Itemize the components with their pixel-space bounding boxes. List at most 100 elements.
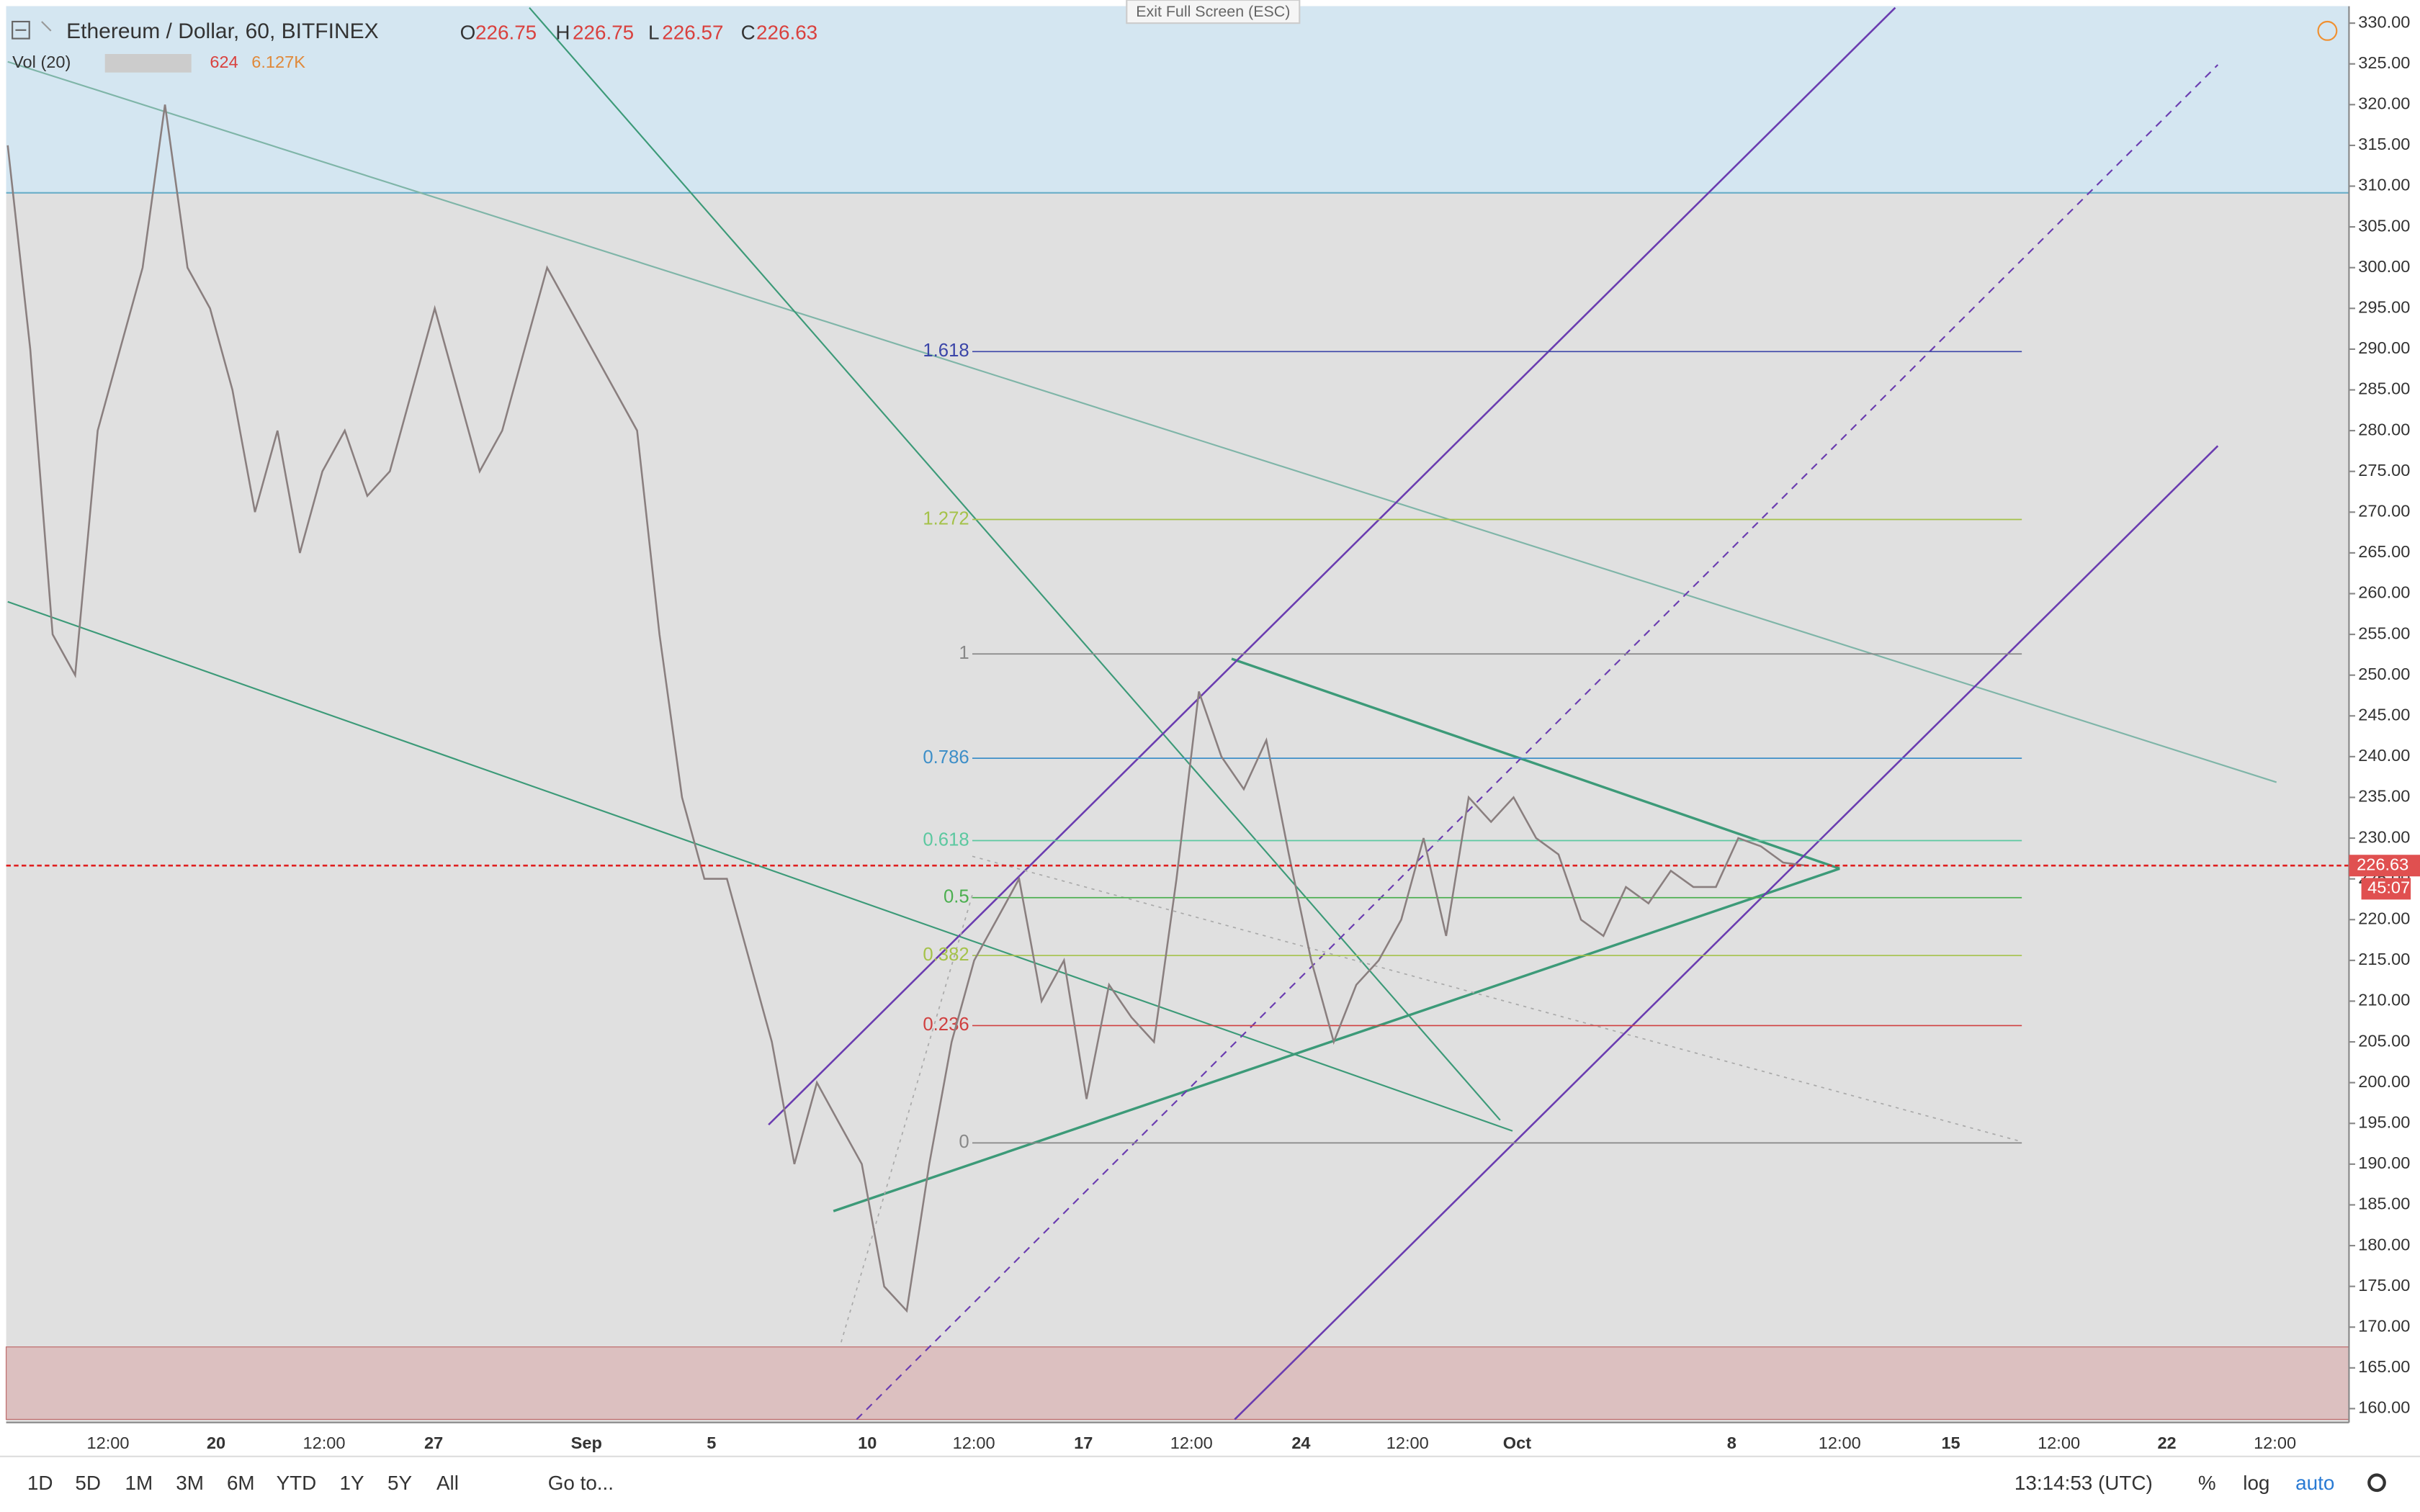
fib-trend bbox=[841, 894, 973, 1343]
time-tick-label: 22 bbox=[2157, 1434, 2176, 1452]
auto-toggle[interactable]: auto bbox=[2295, 1472, 2334, 1494]
range-button[interactable]: 1M bbox=[125, 1472, 153, 1494]
range-button[interactable]: YTD bbox=[277, 1472, 317, 1494]
trend-line bbox=[529, 7, 1501, 1121]
time-tick-label: Sep bbox=[571, 1434, 602, 1452]
fib-label: 0.5 bbox=[944, 887, 969, 907]
countdown-label: 45:07 bbox=[2367, 878, 2410, 897]
price-tick-label: 240.00 bbox=[2358, 746, 2410, 765]
time-tick-label: 12:00 bbox=[2254, 1434, 2296, 1452]
current-price-tag bbox=[2349, 855, 2420, 877]
time-tick-label: 17 bbox=[1074, 1434, 1093, 1452]
current-price-label: 226.63 bbox=[2357, 855, 2408, 873]
range-button[interactable]: All bbox=[436, 1472, 459, 1494]
time-tick-label: 20 bbox=[207, 1434, 225, 1452]
time-tick-label: Oct bbox=[1503, 1434, 1531, 1452]
price-tick-label: 290.00 bbox=[2358, 338, 2410, 357]
volume-value: 624 bbox=[210, 53, 238, 71]
price-tick-label: 160.00 bbox=[2358, 1398, 2410, 1417]
ohlc-label: H bbox=[555, 22, 570, 44]
time-tick-label: 12:00 bbox=[2038, 1434, 2080, 1452]
settings-icon[interactable] bbox=[2367, 1473, 2386, 1493]
resistance-zone bbox=[6, 6, 2349, 193]
time-tick-label: 24 bbox=[1291, 1434, 1310, 1452]
ohlc-value: 226.63 bbox=[756, 22, 817, 44]
ohlc-label: C bbox=[741, 22, 756, 44]
exit-fullscreen-button[interactable] bbox=[1126, 0, 1301, 24]
price-tick-label: 285.00 bbox=[2358, 379, 2410, 398]
trend-line bbox=[7, 60, 2277, 783]
price-tick-label: 260.00 bbox=[2358, 583, 2410, 602]
price-axis: 160.00 165.00 170.00 175.00 180.00 185.00 190.… bbox=[2348, 6, 2420, 1423]
trend-line bbox=[7, 600, 1513, 1132]
price-tick-label: 270.00 bbox=[2358, 502, 2410, 521]
range-button[interactable]: 5D bbox=[75, 1472, 101, 1494]
ohlc-value: 226.57 bbox=[662, 22, 723, 44]
log-toggle[interactable]: log bbox=[2243, 1472, 2269, 1494]
price-tick-label: 180.00 bbox=[2358, 1235, 2410, 1254]
fib-label: 0 bbox=[959, 1132, 969, 1152]
time-tick-label: 10 bbox=[858, 1434, 877, 1452]
price-tick-label: 195.00 bbox=[2358, 1112, 2410, 1131]
ohlc-label: O bbox=[460, 22, 476, 44]
price-tick-label: 245.00 bbox=[2358, 706, 2410, 724]
price-tick-label: 310.00 bbox=[2358, 176, 2410, 194]
price-line bbox=[6, 104, 1806, 1313]
support-zone bbox=[5, 1346, 2350, 1421]
price-series bbox=[6, 104, 2349, 1313]
price-tick-label: 200.00 bbox=[2358, 1072, 2410, 1091]
range-button[interactable]: 3M bbox=[176, 1472, 204, 1494]
ohlc-value: 226.75 bbox=[573, 22, 634, 44]
time-tick-label: 12:00 bbox=[87, 1434, 130, 1452]
symbol-title[interactable]: Ethereum / Dollar, 60, BITFINEX bbox=[66, 19, 378, 43]
time-tick-label: 12:00 bbox=[1819, 1434, 1861, 1452]
fib-label: 0.236 bbox=[923, 1014, 969, 1035]
channel-upper bbox=[768, 6, 1896, 1126]
price-tick-label: 315.00 bbox=[2358, 135, 2410, 153]
time-tick-label: 12:00 bbox=[1386, 1434, 1429, 1452]
clock: 13:14:53 (UTC) bbox=[2015, 1472, 2153, 1494]
range-button[interactable]: 5Y bbox=[387, 1472, 412, 1494]
fib-label: 1 bbox=[959, 643, 969, 663]
channel-mid bbox=[856, 64, 2219, 1421]
time-tick-label: 12:00 bbox=[303, 1434, 346, 1452]
price-tick-label: 325.00 bbox=[2358, 53, 2410, 72]
time-tick-label: 15 bbox=[1941, 1434, 1960, 1452]
price-tick-label: 330.00 bbox=[2358, 12, 2410, 31]
price-tick-label: 190.00 bbox=[2358, 1153, 2410, 1172]
axis-background bbox=[2349, 6, 2420, 1423]
price-tick-label: 305.00 bbox=[2358, 216, 2410, 235]
time-tick-label: 12:00 bbox=[953, 1434, 995, 1452]
range-button[interactable]: 6M bbox=[227, 1472, 255, 1494]
indicator-buttons[interactable] bbox=[104, 54, 192, 73]
price-tick-label: 255.00 bbox=[2358, 624, 2410, 642]
chart-background bbox=[6, 6, 2349, 1423]
triangle-upper bbox=[1231, 657, 1840, 870]
price-tick-label: 235.00 bbox=[2358, 787, 2410, 806]
price-tick-label: 185.00 bbox=[2358, 1194, 2410, 1213]
fib-extension: 1.618 1.272 1 0.786 0.618 0.5 0.382 0.236 0 bbox=[923, 341, 2022, 1152]
range-button[interactable]: 1Y bbox=[340, 1472, 364, 1494]
price-tick-label: 175.00 bbox=[2358, 1276, 2410, 1295]
goto-button[interactable]: Go to... bbox=[548, 1472, 614, 1494]
price-tick-label: 230.00 bbox=[2358, 827, 2410, 846]
time-tick-label: 5 bbox=[707, 1434, 716, 1452]
time-tick-label: 27 bbox=[424, 1434, 443, 1452]
price-tick-label: 265.00 bbox=[2358, 542, 2410, 561]
separator bbox=[41, 21, 52, 32]
range-button[interactable]: 1D bbox=[27, 1472, 53, 1494]
volume-label[interactable]: Vol (20) bbox=[12, 53, 71, 71]
price-tick-label: 300.00 bbox=[2358, 257, 2410, 276]
fib-label: 0.786 bbox=[923, 747, 969, 768]
price-tick-label: 275.00 bbox=[2358, 461, 2410, 480]
price-tick-label: 210.00 bbox=[2358, 991, 2410, 1009]
fib-label: 0.618 bbox=[923, 829, 969, 850]
price-tick-label: 170.00 bbox=[2358, 1316, 2410, 1335]
countdown-tag bbox=[2361, 878, 2411, 900]
alert-icon[interactable] bbox=[2317, 20, 2338, 41]
percent-toggle[interactable]: % bbox=[2198, 1472, 2216, 1494]
collapse-icon[interactable] bbox=[12, 20, 30, 40]
exit-fullscreen-label[interactable]: Exit Full Screen (ESC) bbox=[1136, 3, 1290, 20]
